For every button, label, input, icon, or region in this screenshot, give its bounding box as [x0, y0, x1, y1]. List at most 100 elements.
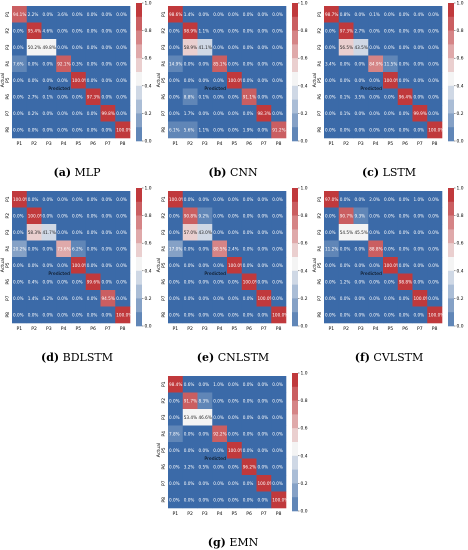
heatmap-cell [227, 257, 243, 274]
heatmap-cell [397, 207, 413, 225]
heatmap-cell-label: 0.0% [228, 431, 239, 436]
heatmap-cell [427, 257, 443, 274]
heatmap-cell [271, 306, 287, 324]
heatmap-cell [353, 39, 369, 56]
colorbar-segment [448, 113, 454, 128]
heatmap-cell-label: 0.0% [399, 12, 410, 17]
heatmap-cell [212, 240, 228, 258]
colorbar-tick-label: 0.6 [457, 241, 464, 247]
x-tick-label: P5 [232, 511, 238, 517]
heatmap-cell [115, 240, 131, 258]
heatmap-cell-label: 0.0% [102, 61, 113, 66]
heatmap-cell-label: 0.0% [369, 78, 380, 83]
heatmap-cell [412, 257, 428, 274]
heatmap-cell-label: 0.0% [13, 45, 24, 50]
heatmap-cell-label: 43.0% [199, 230, 212, 235]
heatmap-cell [338, 290, 354, 307]
panel-caption-letter: (f) [355, 351, 370, 364]
heatmap-cell [338, 72, 354, 89]
heatmap-cell [338, 306, 354, 324]
heatmap-cell-label: 0.0% [258, 246, 269, 251]
heatmap-cell [227, 6, 243, 23]
heatmap-cell-label: 0.0% [169, 279, 180, 284]
heatmap-cell [115, 6, 131, 23]
heatmap-cell [182, 475, 198, 492]
heatmap-cell [168, 39, 184, 56]
heatmap-cell-label: 0.0% [243, 415, 254, 420]
heatmap-cell [182, 306, 198, 324]
heatmap-cell-label: 0.0% [272, 246, 283, 251]
heatmap-cell [71, 72, 87, 89]
heatmap-cell-label: 100.0% [228, 448, 244, 453]
heatmap-cell-label: 0.0% [340, 127, 351, 132]
heatmap-cell [427, 55, 443, 73]
heatmap-cell [412, 240, 428, 258]
heatmap-cell-label: 0.0% [384, 197, 395, 202]
heatmap-cell-label: 0.0% [272, 263, 283, 268]
heatmap-cell [241, 105, 257, 122]
colorbar-segment [448, 270, 454, 285]
x-tick-label: P5 [76, 141, 82, 147]
heatmap-cell-label: 0.0% [87, 61, 98, 66]
x-tick-label: P3 [202, 326, 208, 332]
heatmap-cell [324, 191, 340, 208]
heatmap-cell [353, 22, 369, 40]
heatmap-cell-label: 0.0% [169, 398, 180, 403]
heatmap-cell-label: 97.0% [325, 197, 338, 202]
heatmap-cell-label: 91.2% [272, 127, 285, 132]
heatmap-cell [71, 121, 87, 139]
heatmap-cell [412, 72, 428, 89]
colorbar-segment [292, 373, 298, 388]
heatmap-cell [353, 191, 369, 208]
heatmap-cell-label: 0.0% [325, 45, 336, 50]
heatmap-cell [100, 121, 116, 139]
colorbar-segment [136, 58, 142, 73]
heatmap-cell [41, 55, 57, 73]
heatmap-cell [26, 105, 42, 122]
heatmap-cell-label: 73.6% [57, 246, 70, 251]
colorbar-tick-label: 0.4 [301, 453, 308, 459]
heatmap-cell-label: 0.0% [87, 230, 98, 235]
x-tick-label: P2 [187, 141, 193, 147]
x-tick-label: P7 [105, 141, 111, 147]
heatmap-cell-label: 0.0% [199, 279, 210, 284]
heatmap-panel-cvlstm: 97.0% 0.0% 0.0% 2.0% 0.0% 0.0% 1.0% 0.0%0.0% 90.… [312, 186, 464, 365]
x-tick-label: P2 [187, 326, 193, 332]
heatmap-cell [412, 207, 428, 225]
heatmap-cell [227, 121, 243, 139]
heatmap-cell [182, 425, 198, 443]
heatmap-cell-label: 0.0% [243, 431, 254, 436]
heatmap-cell [26, 22, 42, 40]
heatmap-cell-label: 0.0% [228, 94, 239, 99]
heatmap-cell-label: 14.9% [169, 61, 182, 66]
x-tick-label: P4 [373, 141, 379, 147]
heatmap-cell-label: 0.0% [355, 111, 366, 116]
heatmap-cell [353, 224, 369, 241]
heatmap-cell [212, 88, 228, 106]
heatmap-cell [368, 207, 384, 225]
y-tick-label: P6 [5, 279, 11, 285]
heatmap-cell-label: 0.0% [228, 61, 239, 66]
heatmap-cell [85, 207, 101, 225]
colorbar-segment [292, 483, 298, 498]
y-tick-label: P1 [161, 196, 167, 202]
colorbar-tick-label: 1.0 [457, 186, 464, 192]
heatmap-cell-label: 0.0% [243, 61, 254, 66]
heatmap-cell-label: 0.0% [384, 94, 395, 99]
heatmap-cell-label: 0.0% [340, 296, 351, 301]
x-tick-label: P6 [246, 141, 252, 147]
x-tick-label: P2 [31, 141, 37, 147]
heatmap-cell-label: 0.0% [325, 94, 336, 99]
heatmap-cell [168, 290, 184, 307]
heatmap-cell-label: 97.3% [87, 94, 100, 99]
colorbar-segment [448, 298, 454, 313]
heatmap-cell-label: 7.6% [13, 61, 24, 66]
heatmap-cell-label: 0.0% [43, 127, 54, 132]
heatmap-cell-label: 0.0% [384, 213, 395, 218]
y-tick-label: P3 [161, 414, 167, 420]
heatmap-cell [338, 224, 354, 241]
x-tick-label: P3 [46, 141, 52, 147]
x-tick-label: P7 [261, 511, 267, 517]
heatmap-cell [324, 105, 340, 122]
heatmap-cell-label: 0.0% [228, 45, 239, 50]
